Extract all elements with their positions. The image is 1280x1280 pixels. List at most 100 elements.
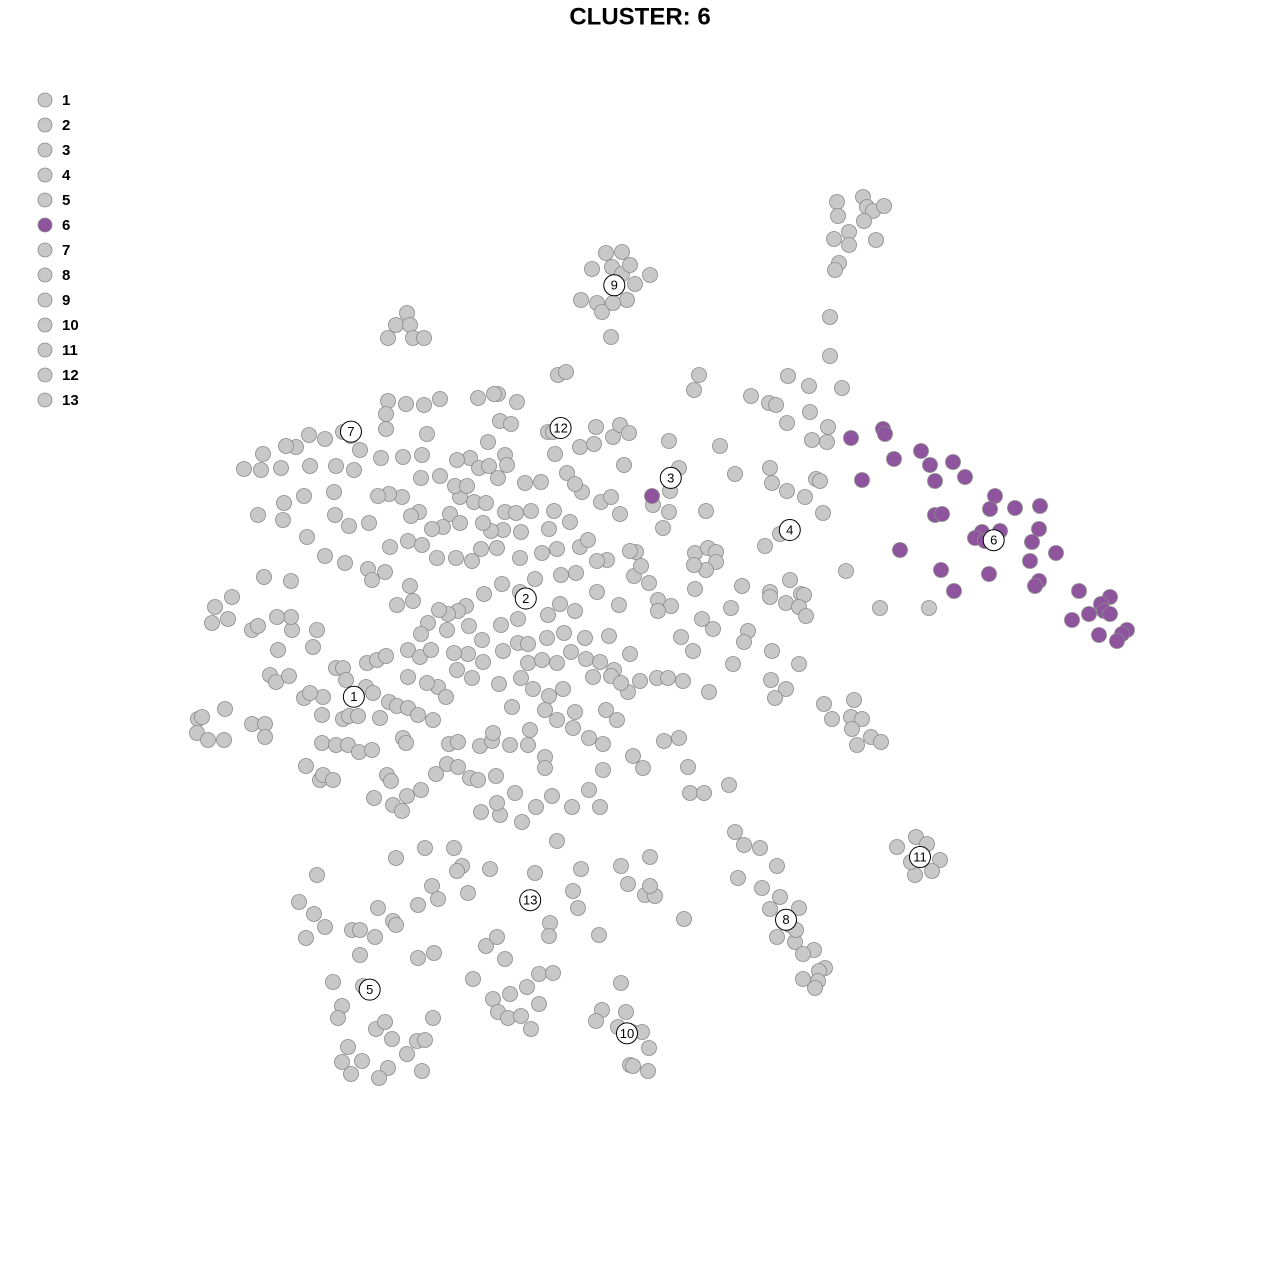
cluster-label-badge — [339, 420, 362, 443]
point — [567, 603, 583, 619]
point — [314, 735, 330, 751]
legend-swatch — [37, 267, 53, 283]
point — [490, 470, 506, 486]
point — [204, 615, 220, 631]
point — [922, 457, 938, 473]
point — [603, 329, 619, 345]
point — [567, 476, 583, 492]
point — [592, 799, 608, 815]
point — [527, 571, 543, 587]
point — [927, 473, 943, 489]
point — [380, 330, 396, 346]
point — [309, 867, 325, 883]
point — [482, 861, 498, 877]
point — [791, 900, 807, 916]
cluster-label: 1 — [342, 685, 365, 708]
point — [334, 1054, 350, 1070]
point — [224, 589, 240, 605]
point — [309, 622, 325, 638]
point — [822, 309, 838, 325]
cluster-label-badge — [778, 519, 801, 542]
point — [395, 449, 411, 465]
point — [642, 849, 658, 865]
point — [595, 762, 611, 778]
cluster-label-badge — [909, 846, 931, 868]
point — [545, 965, 561, 981]
point — [565, 720, 581, 736]
point — [641, 575, 657, 591]
point — [546, 503, 562, 519]
point — [826, 231, 842, 247]
point — [601, 628, 617, 644]
point — [834, 380, 850, 396]
point — [470, 390, 486, 406]
point — [641, 1040, 657, 1056]
point — [854, 711, 870, 727]
point — [432, 391, 448, 407]
point — [779, 483, 795, 499]
point — [366, 790, 382, 806]
point — [283, 609, 299, 625]
point — [595, 736, 611, 752]
point — [410, 950, 426, 966]
point — [504, 699, 520, 715]
point — [388, 917, 404, 933]
point — [502, 737, 518, 753]
point — [801, 378, 817, 394]
point — [380, 1060, 396, 1076]
point — [594, 304, 610, 320]
chart-title: CLUSTER: 6 — [569, 3, 710, 30]
point — [581, 730, 597, 746]
point — [452, 515, 468, 531]
point — [621, 425, 637, 441]
point — [559, 465, 575, 481]
point — [278, 438, 294, 454]
point — [816, 696, 832, 712]
point — [270, 642, 286, 658]
legend-swatch — [37, 117, 53, 133]
point — [782, 572, 798, 588]
point — [613, 975, 629, 991]
point — [298, 930, 314, 946]
legend-label: 8 — [62, 267, 70, 284]
point — [414, 1063, 430, 1079]
point — [400, 642, 416, 658]
point — [255, 446, 271, 462]
cluster-label: 12 — [549, 417, 572, 439]
point — [364, 572, 380, 588]
legend-swatch — [37, 217, 53, 233]
point — [780, 368, 796, 384]
point — [400, 669, 416, 685]
point — [705, 621, 721, 637]
legend-label: 11 — [62, 342, 78, 359]
point — [613, 675, 629, 691]
point — [459, 478, 475, 494]
point — [671, 730, 687, 746]
point — [534, 652, 550, 668]
point — [876, 198, 892, 214]
point — [556, 625, 572, 641]
point — [622, 543, 638, 559]
point — [886, 451, 902, 467]
legend-label: 3 — [62, 142, 70, 159]
point — [619, 292, 635, 308]
point — [627, 276, 643, 292]
point — [730, 870, 746, 886]
cluster-label-text: 7 — [347, 424, 354, 439]
point — [736, 634, 752, 650]
legend-label: 1 — [62, 92, 70, 109]
point — [291, 894, 307, 910]
point — [507, 785, 523, 801]
point — [924, 863, 940, 879]
point — [491, 676, 507, 692]
point — [317, 431, 333, 447]
point — [509, 394, 525, 410]
point — [520, 655, 536, 671]
point — [361, 515, 377, 531]
point — [563, 644, 579, 660]
point — [432, 468, 448, 484]
point — [815, 505, 831, 521]
point — [508, 505, 524, 521]
